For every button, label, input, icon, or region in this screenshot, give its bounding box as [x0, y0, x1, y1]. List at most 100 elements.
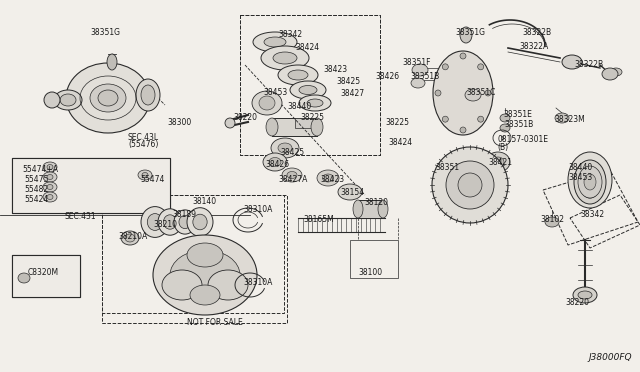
Ellipse shape — [477, 116, 484, 122]
Ellipse shape — [435, 90, 441, 96]
Ellipse shape — [574, 160, 606, 204]
Ellipse shape — [121, 231, 139, 245]
Ellipse shape — [264, 37, 286, 47]
Text: J38000FQ: J38000FQ — [588, 353, 632, 362]
Text: (55476): (55476) — [128, 140, 158, 149]
Text: 38440: 38440 — [287, 102, 311, 111]
Ellipse shape — [412, 64, 428, 76]
Text: 38154: 38154 — [340, 188, 364, 197]
Bar — [102, 195, 284, 313]
Ellipse shape — [266, 118, 278, 136]
Text: NOT FOR SALE: NOT FOR SALE — [187, 318, 243, 327]
Bar — [272, 118, 317, 136]
Ellipse shape — [486, 152, 510, 172]
Text: 38140: 38140 — [192, 197, 216, 206]
Ellipse shape — [555, 113, 569, 123]
Text: 55482: 55482 — [24, 185, 48, 194]
Text: 08157-0301E: 08157-0301E — [497, 135, 548, 144]
Ellipse shape — [500, 124, 510, 132]
Ellipse shape — [44, 92, 60, 108]
Ellipse shape — [442, 116, 449, 122]
Bar — [12, 255, 80, 297]
Ellipse shape — [261, 46, 309, 70]
Text: 38423: 38423 — [323, 65, 347, 74]
Text: 38351G: 38351G — [90, 28, 120, 37]
Ellipse shape — [162, 270, 202, 300]
Ellipse shape — [187, 208, 213, 236]
Ellipse shape — [278, 143, 292, 153]
Text: 38423: 38423 — [320, 175, 344, 184]
Ellipse shape — [323, 174, 333, 182]
Ellipse shape — [584, 174, 596, 190]
Text: 38322A: 38322A — [519, 42, 548, 51]
Ellipse shape — [500, 114, 510, 122]
Text: 38102: 38102 — [540, 215, 564, 224]
Text: 38210: 38210 — [153, 220, 177, 229]
Bar — [12, 158, 170, 213]
Ellipse shape — [43, 162, 57, 172]
Text: 38351: 38351 — [435, 163, 459, 172]
Ellipse shape — [492, 157, 504, 167]
Ellipse shape — [153, 235, 257, 315]
Ellipse shape — [562, 55, 582, 69]
Text: 38310A: 38310A — [243, 278, 273, 287]
Ellipse shape — [273, 52, 297, 64]
Text: 38120: 38120 — [364, 198, 388, 207]
Bar — [358, 200, 383, 218]
Text: 38322B: 38322B — [574, 60, 603, 69]
Ellipse shape — [174, 210, 196, 234]
Ellipse shape — [578, 166, 602, 198]
Ellipse shape — [290, 81, 326, 99]
Text: 38453: 38453 — [263, 88, 287, 97]
Ellipse shape — [477, 64, 484, 70]
Ellipse shape — [141, 85, 155, 105]
Ellipse shape — [179, 215, 191, 229]
Ellipse shape — [287, 171, 297, 179]
Bar — [12, 255, 80, 297]
Bar — [12, 158, 170, 213]
Ellipse shape — [60, 94, 76, 106]
Bar — [350, 240, 398, 278]
Text: SEC.43L: SEC.43L — [128, 133, 159, 142]
Ellipse shape — [578, 291, 592, 299]
Ellipse shape — [225, 118, 235, 128]
Ellipse shape — [271, 138, 299, 158]
Ellipse shape — [458, 173, 482, 197]
Text: 38425: 38425 — [280, 148, 304, 157]
Text: 38351C: 38351C — [466, 88, 495, 97]
Bar — [240, 15, 380, 155]
Text: C8320M: C8320M — [28, 268, 59, 277]
Ellipse shape — [252, 91, 282, 115]
Ellipse shape — [158, 209, 182, 235]
Ellipse shape — [299, 86, 317, 94]
Ellipse shape — [253, 32, 297, 52]
Text: 38427: 38427 — [340, 89, 364, 98]
Ellipse shape — [432, 147, 508, 223]
Bar — [102, 195, 287, 323]
Ellipse shape — [299, 95, 331, 111]
Ellipse shape — [485, 90, 491, 96]
Ellipse shape — [580, 170, 600, 198]
Bar — [28, 272, 50, 284]
Ellipse shape — [141, 206, 169, 237]
Text: 38342: 38342 — [278, 30, 302, 39]
Text: 38351B: 38351B — [504, 120, 533, 129]
Ellipse shape — [187, 243, 223, 267]
Ellipse shape — [47, 174, 53, 180]
Text: 38351G: 38351G — [455, 28, 485, 37]
Ellipse shape — [307, 99, 323, 107]
Text: 38427A: 38427A — [278, 175, 307, 184]
Ellipse shape — [353, 200, 363, 218]
Text: 38323M: 38323M — [554, 115, 585, 124]
Text: B: B — [500, 135, 504, 141]
Ellipse shape — [138, 170, 152, 180]
Text: 55474: 55474 — [140, 175, 164, 184]
Text: 55424: 55424 — [24, 195, 48, 204]
Ellipse shape — [47, 164, 53, 170]
Ellipse shape — [446, 161, 494, 209]
Ellipse shape — [282, 168, 302, 182]
Text: 38425: 38425 — [336, 77, 360, 86]
Text: 38100: 38100 — [358, 268, 382, 277]
Ellipse shape — [193, 214, 207, 230]
Text: 38310A: 38310A — [243, 205, 273, 214]
